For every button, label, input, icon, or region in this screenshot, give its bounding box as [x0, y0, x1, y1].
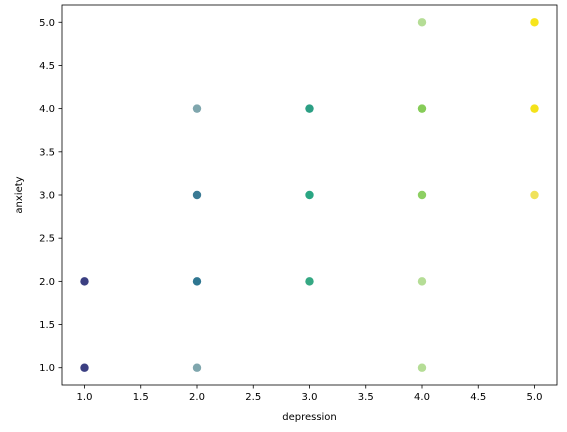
y-tick-label: 2.5 [39, 234, 55, 245]
x-tick-label: 2.5 [245, 392, 261, 403]
data-point-2 [80, 277, 89, 286]
y-axis-ticks: 1.0 1.5 2.0 2.5 3.0 3.5 4.0 4.5 5.0 [39, 18, 62, 374]
x-tick-label: 4.0 [414, 392, 430, 403]
scatter-points [80, 18, 539, 372]
data-point-9 [305, 104, 314, 113]
data-point-7 [305, 277, 314, 286]
data-point-3 [192, 363, 202, 372]
y-tick-label: 3.5 [39, 147, 55, 158]
data-point-1 [80, 363, 89, 372]
data-point-8 [305, 190, 314, 200]
y-tick-label: 4.5 [39, 61, 55, 72]
data-point-15 [530, 190, 539, 200]
data-point-13 [417, 104, 427, 113]
data-point-12 [417, 190, 427, 200]
data-point-4 [192, 277, 202, 286]
x-axis-label: depression [282, 412, 337, 423]
x-tick-label: 1.0 [77, 392, 93, 403]
x-tick-label: 3.5 [358, 392, 374, 403]
x-tick-label: 1.5 [133, 392, 149, 403]
y-tick-label: 1.0 [39, 363, 55, 374]
x-axis-ticks: 1.0 1.5 2.0 2.5 3.0 3.5 4.0 4.5 5.0 [77, 385, 543, 403]
y-tick-label: 4.0 [39, 104, 55, 115]
data-point-10 [417, 363, 427, 372]
y-tick-label: 2.0 [39, 277, 55, 288]
y-tick-label: 3.0 [39, 191, 55, 202]
data-point-11 [417, 277, 427, 286]
data-point-5 [192, 190, 202, 200]
x-tick-label: 4.5 [470, 392, 486, 403]
x-tick-label: 2.0 [189, 392, 205, 403]
data-point-6 [192, 104, 202, 113]
x-tick-label: 3.0 [302, 392, 318, 403]
y-tick-label: 1.5 [39, 320, 55, 331]
x-tick-label: 5.0 [527, 392, 543, 403]
data-point-14 [417, 18, 427, 27]
data-point-17 [530, 18, 539, 27]
data-point-16 [530, 104, 539, 113]
y-axis-label: anxiety [14, 176, 25, 213]
y-tick-label: 5.0 [39, 18, 55, 29]
